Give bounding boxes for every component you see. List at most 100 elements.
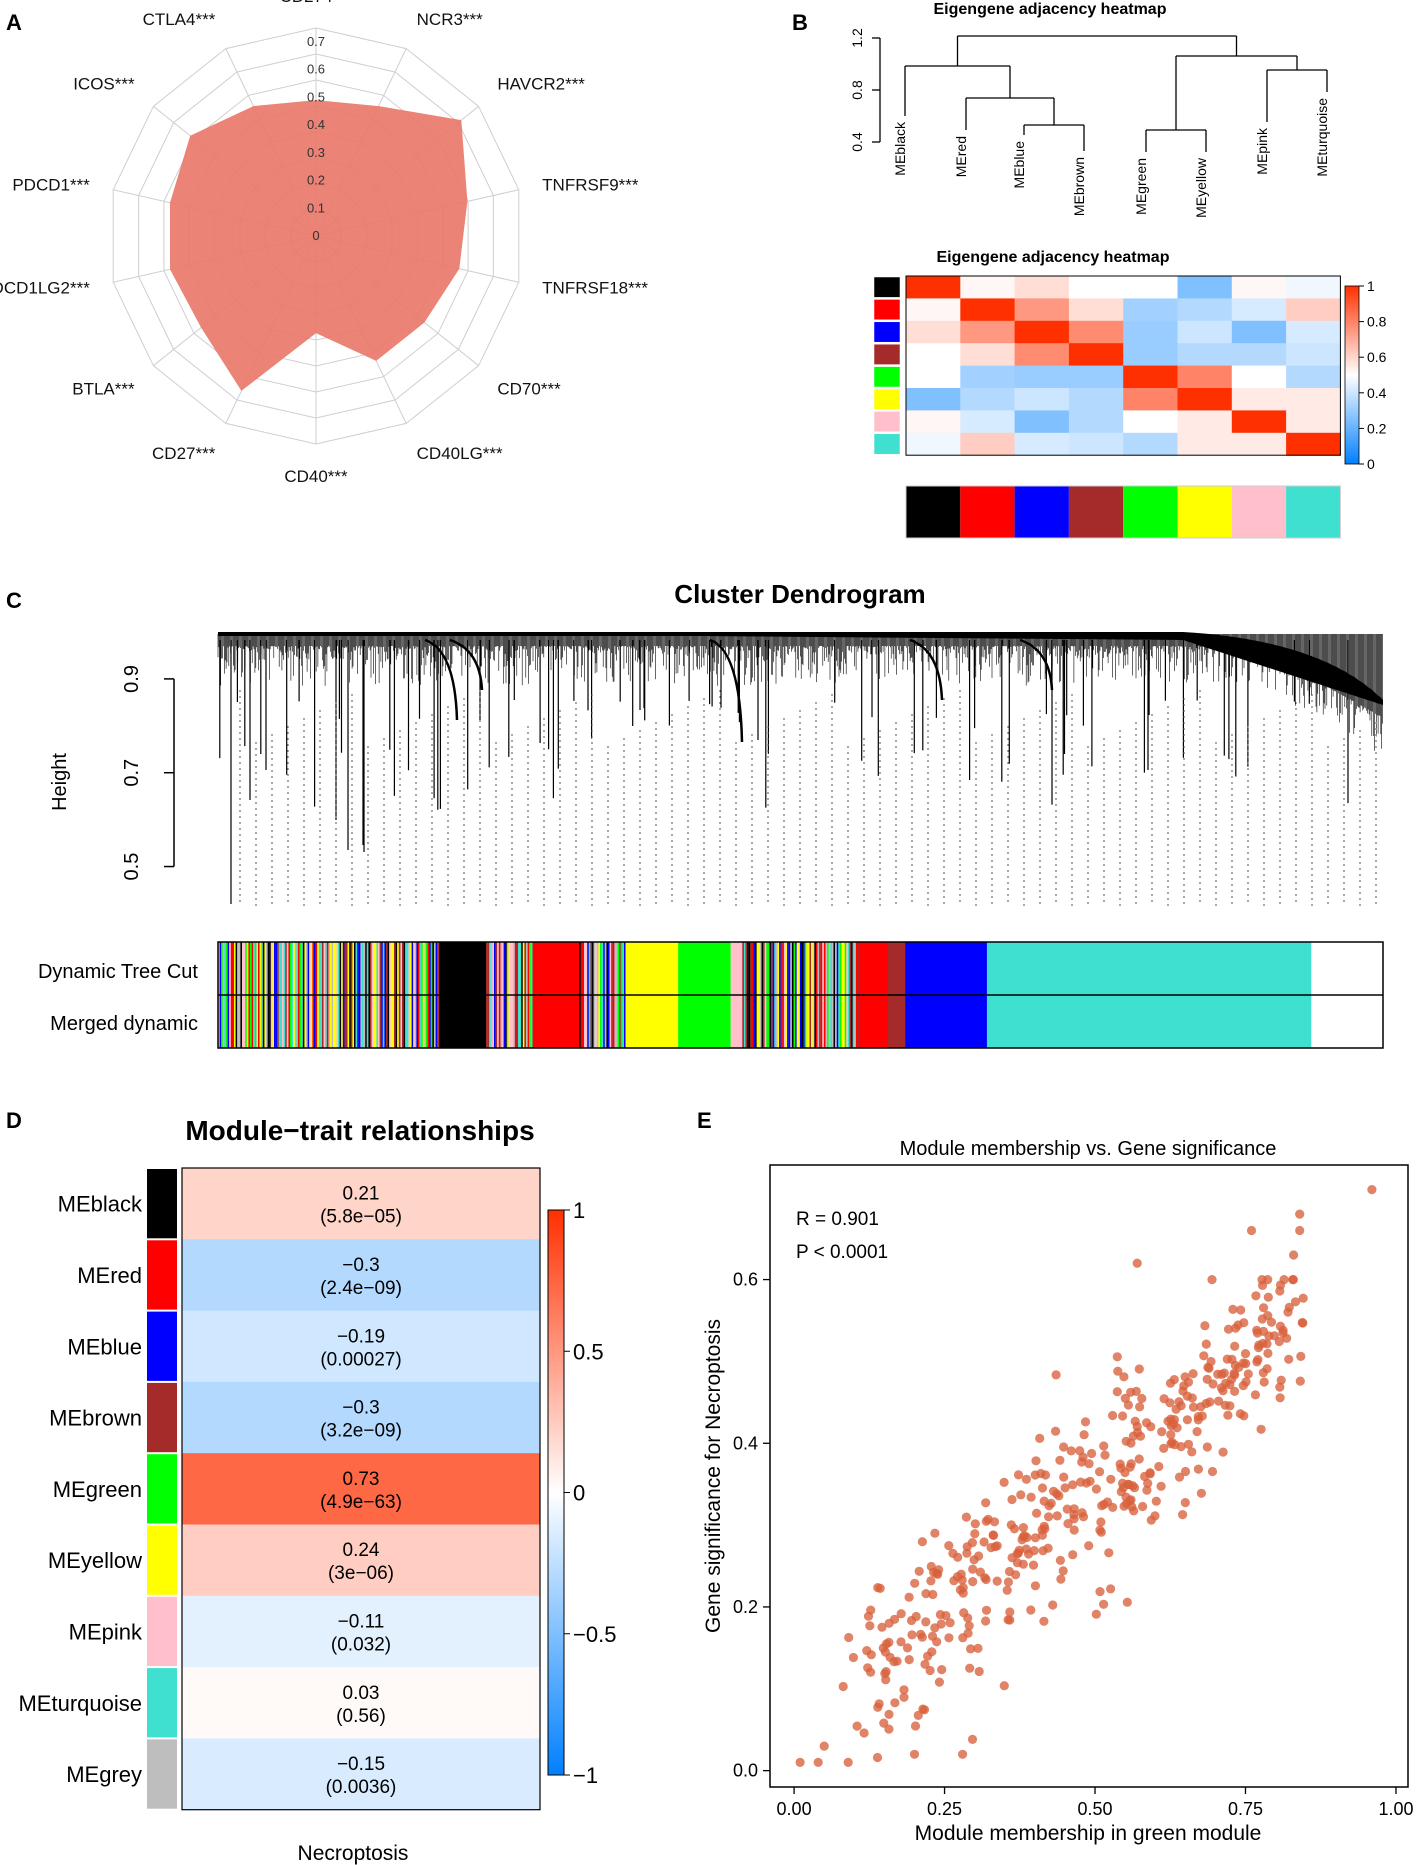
scatter-point [1275,1286,1285,1296]
scatter-point [1052,1511,1062,1521]
trait-row-color [147,1668,177,1738]
trait-cell [182,1239,540,1312]
scatter-point [1278,1328,1288,1338]
scatter-point [930,1528,940,1538]
trait-row-label: MEgreen [53,1477,142,1502]
scatter-x-tick-label: 0.50 [1077,1799,1112,1819]
scatter-point [1180,1466,1191,1477]
scatter-point [877,1622,887,1632]
scatter-point [992,1576,1002,1586]
scatter-point [1119,1372,1129,1382]
scatter-point [999,1477,1009,1487]
eigengene-dendrogram-title: Eigengene adjacency heatmap [934,1,1167,18]
heatmap-cell [1123,320,1178,344]
scatter-point [956,1569,966,1579]
scatter-point [1003,1615,1013,1625]
radar-tick-label: 0 [312,228,319,243]
scatter-point [1178,1510,1188,1520]
scatter-frame [769,1164,1409,1788]
heatmap-cell [906,298,961,322]
heatmap-cell [906,343,961,367]
cluster-y-tick-label: 0.9 [121,665,143,693]
heatmap-row-color [873,366,901,388]
scatter-point [1289,1250,1299,1260]
scatter-point [880,1669,890,1679]
scatter-point [1240,1349,1251,1359]
radar-axis-label: CD70*** [497,380,561,399]
scatter-point [1020,1531,1030,1541]
scatter-point [1183,1439,1194,1449]
trait-legend-tick-label: 0.5 [573,1339,604,1364]
radar-axis-label: PDCD1*** [12,175,90,194]
scatter-point [1080,1417,1091,1427]
scatter-point [979,1537,989,1547]
scatter-point [964,1621,974,1631]
heatmap-column-color [1231,486,1287,538]
scatter-point [1003,1577,1014,1587]
heatmap-row-color [873,433,901,455]
scatter-point [1030,1581,1040,1591]
scatter-point [907,1630,917,1640]
trait-cell [182,1381,540,1454]
radar-axis-label: CD27*** [152,444,216,463]
scatter-point [1236,1305,1246,1315]
scatter-point [962,1548,972,1558]
scatter-point [921,1589,931,1599]
scatter-point [980,1573,990,1583]
scatter-point [896,1637,906,1647]
heatmap-cell [1123,298,1178,322]
heatmap-row-color [873,299,901,321]
trait-legend-tick-label: −0.5 [573,1622,616,1647]
scatter-point [1238,1358,1248,1368]
scatter-point [1254,1340,1264,1350]
eigengene-adjacency-chart: Eigengene adjacency heatmap 0.4 0.8 1.2 MEbl… [849,1,1387,539]
dendrogram-leaf-label: MEblack [892,121,908,176]
scatter-point [1037,1530,1047,1540]
scatter-point [967,1734,978,1744]
trait-pvalue: (5.8e−05) [320,1207,402,1228]
scatter-point [917,1632,927,1642]
dendrogram-y-tick-label: 0.4 [849,132,865,152]
scatter-point [1295,1225,1305,1236]
scatter-point [1275,1382,1285,1392]
legend-tick-label: 0.4 [1367,385,1387,401]
trait-pvalue: (0.00027) [320,1349,401,1370]
scatter-x-tick-label: 0.25 [927,1799,962,1819]
scatter-point [1137,1393,1147,1404]
scatter-point [1021,1544,1031,1554]
scatter-point [1068,1550,1078,1560]
scatter-point [930,1623,940,1633]
heatmap-column-color [1286,486,1341,538]
scatter-point [899,1685,909,1695]
heatmap-cell [906,432,961,456]
scatter-point [1276,1375,1286,1385]
heatmap-cell [1014,432,1070,456]
heatmap-row-color [873,343,901,365]
heatmap-cell [1068,432,1124,456]
scatter-point [1078,1452,1088,1462]
scatter-point [1013,1470,1024,1480]
scatter-point [1108,1410,1118,1421]
scatter-point [866,1650,876,1660]
scatter-point [1044,1512,1054,1522]
scatter-point [1009,1524,1020,1534]
scatter-point [1021,1474,1031,1484]
scatter-point [881,1639,892,1649]
scatter-point [926,1576,936,1586]
scatter-point [1188,1402,1199,1412]
scatter-point [1018,1523,1028,1533]
scatter-point [1007,1494,1017,1505]
scatter-point [1193,1464,1203,1474]
scatter-point [1055,1555,1065,1565]
scatter-point [896,1609,906,1619]
radar-chart: 0 0.1 0.2 0.3 0.4 0.5 0.6 0.7 CD274*** NCR3*** HAV… [0,0,648,486]
scatter-point [981,1498,991,1508]
panel-label-d: D [6,1108,22,1133]
scatter-point [1028,1560,1039,1570]
scatter-point [1163,1416,1173,1426]
radar-tick-label: 0.5 [307,89,325,104]
scatter-point [929,1567,939,1577]
heatmap-column-border [905,485,1341,539]
scatter-point [1099,1599,1109,1609]
